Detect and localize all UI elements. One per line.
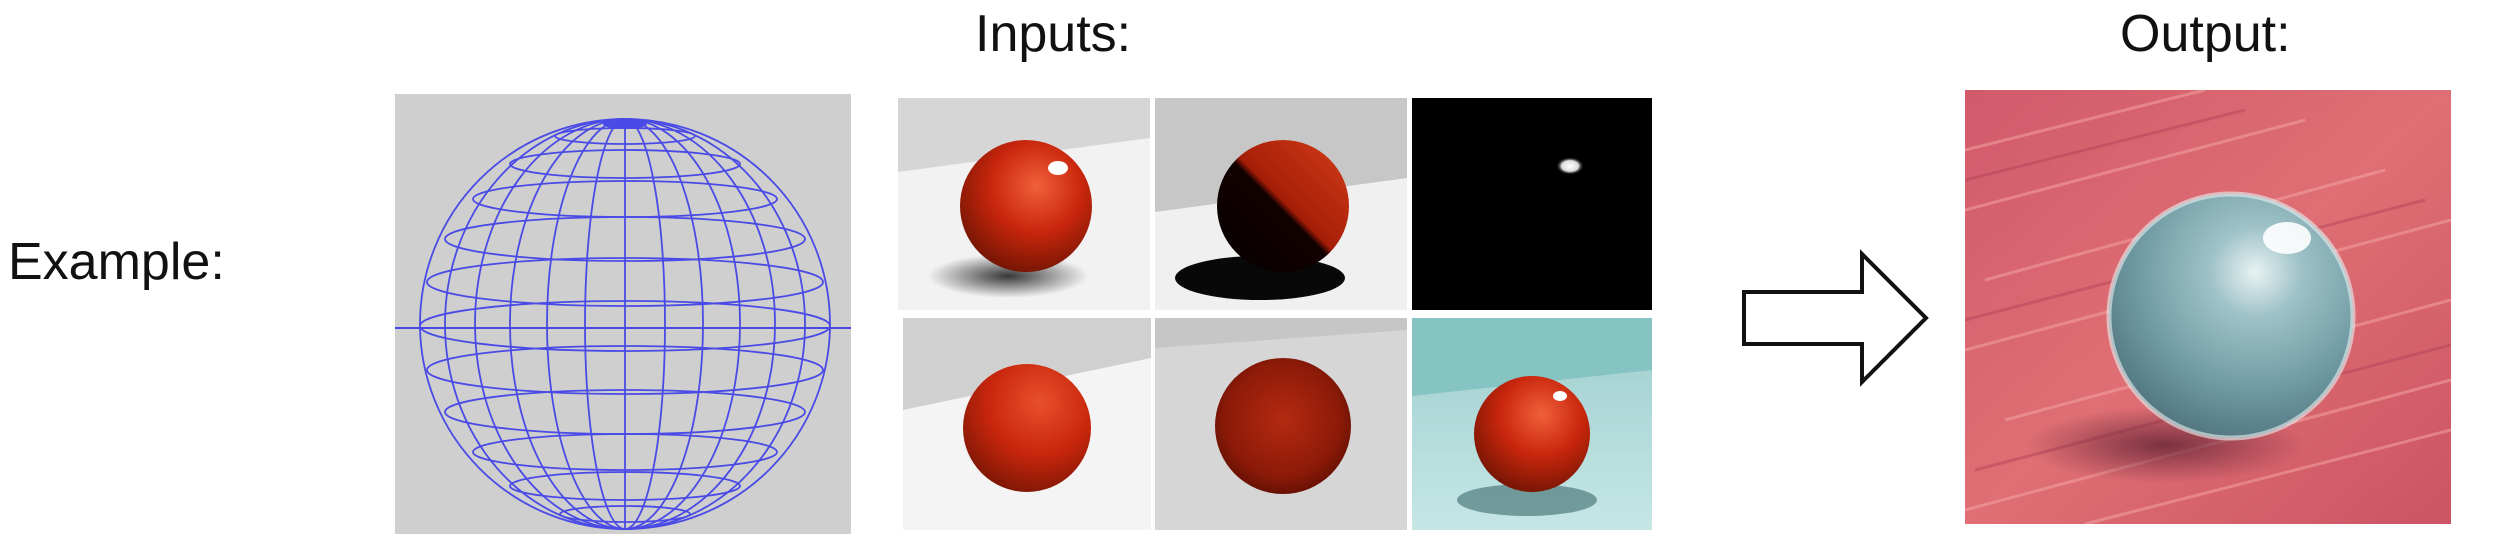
input-tile-rendered <box>898 98 1150 310</box>
wireframe-sphere-image <box>395 94 851 534</box>
output-label: Output: <box>2120 5 2291 63</box>
input-tile-diffuse <box>903 318 1151 530</box>
right-arrow-outline-icon <box>1740 248 1932 388</box>
input-tile-shadow <box>1155 98 1407 310</box>
input-tile-albedo <box>1155 318 1407 530</box>
input-tile-specular <box>1412 98 1652 310</box>
output-stylized-sphere-image <box>1965 90 2451 524</box>
input-tile-environment <box>1412 318 1652 530</box>
example-label: Example: <box>8 233 225 291</box>
inputs-label: Inputs: <box>975 5 1132 63</box>
